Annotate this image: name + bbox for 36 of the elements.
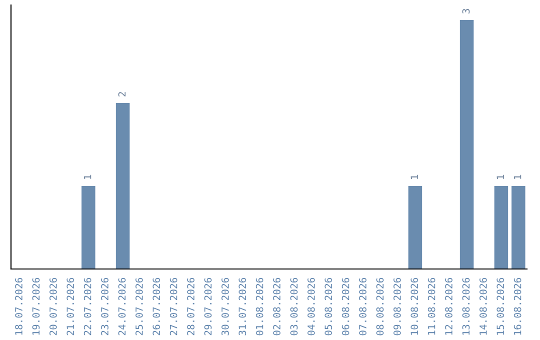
data-label: 1	[496, 174, 504, 179]
x-tick-label: 19.07.2026	[32, 278, 40, 335]
x-tick-label: 01.08.2026	[256, 278, 264, 336]
x-tick-label: 20.07.2026	[49, 278, 57, 336]
x-tick-label: 15.08.2026	[496, 278, 504, 335]
data-label: 1	[84, 174, 92, 179]
x-tick-label: 25.07.2026	[135, 278, 143, 336]
x-tick-label: 04.08.2026	[307, 278, 315, 336]
x-tick-label: 16.08.2026	[514, 278, 522, 335]
x-tick-label: 22.07.2026	[84, 278, 92, 336]
x-tick-label: 29.07.2026	[204, 278, 212, 336]
x-tick-label: 27.07.2026	[170, 278, 178, 336]
x-tick-label: 07.08.2026	[359, 278, 366, 336]
x-tick-label: 26.07.2026	[152, 278, 160, 336]
x-tick-label: 08.08.2026	[376, 278, 384, 336]
x-tick-label: 10.08.2026	[410, 278, 418, 335]
x-tick-label: 12.08.2026	[445, 278, 452, 335]
x-tick-label: 11.08.2026	[428, 278, 436, 335]
x-tick-label: 14.08.2026	[479, 278, 487, 335]
x-tick-label: 09.08.2026	[393, 278, 401, 336]
x-tick-label: 28.07.2026	[187, 278, 194, 336]
x-tick-label: 05.08.2026	[324, 278, 332, 336]
x-tick-label: 02.08.2026	[273, 278, 280, 336]
x-tick-label: 13.08.2026	[462, 278, 470, 335]
data-label: 1	[410, 174, 418, 179]
x-tick-label: 06.08.2026	[342, 278, 350, 336]
data-label: 3	[462, 8, 470, 14]
x-tick-label: 03.08.2026	[290, 278, 298, 336]
data-label: 2	[118, 92, 126, 96]
x-tick-label: 30.07.2026	[221, 278, 229, 336]
x-tick-label: 24.07.2026	[118, 278, 126, 336]
x-tick-label: 21.07.2026	[66, 278, 74, 336]
data-label: 1	[514, 174, 522, 179]
x-tick-label: 23.07.2026	[101, 278, 108, 336]
x-tick-label: 18.07.2026	[15, 278, 22, 335]
x-tick-label: 31.07.2026	[238, 278, 246, 336]
